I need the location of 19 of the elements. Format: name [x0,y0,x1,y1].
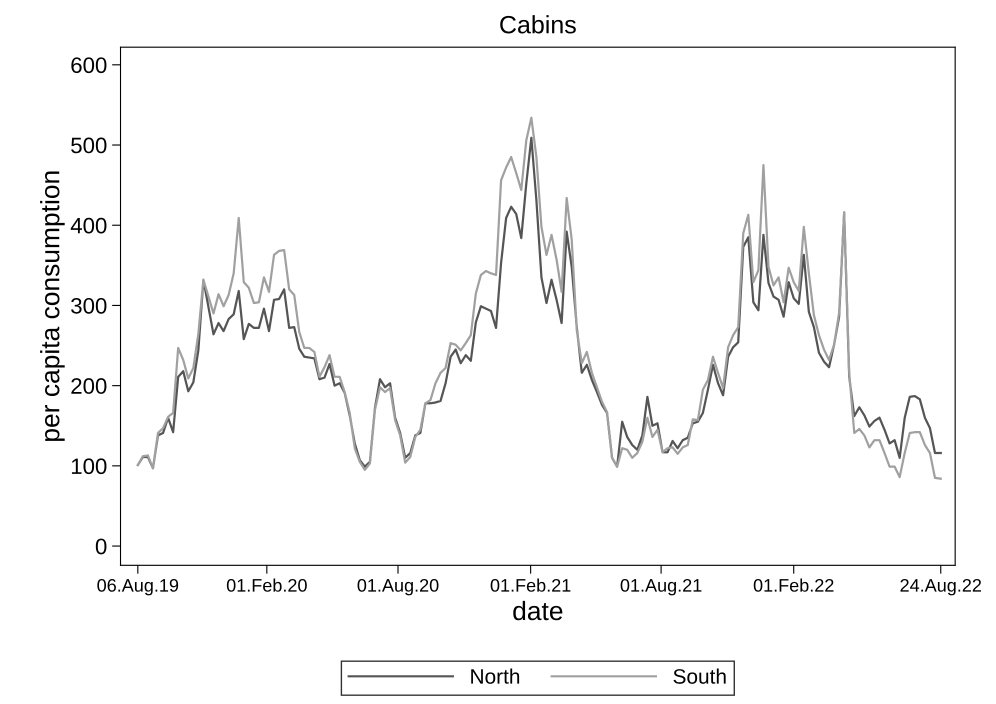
y-tick-label: 0 [96,538,106,554]
y-tick-label: 400 [70,218,106,234]
y-tick-label: 300 [71,298,106,314]
x-axis-title: date [513,600,562,620]
x-tick-label: 24.Aug.22 [900,578,982,596]
x-tick-label: 01.Aug.21 [620,578,702,596]
y-axis-title: per capita consumption [40,172,65,441]
y-tick-label: 500 [71,138,106,154]
legend-label: North [471,668,520,684]
chart-title: Cabins [500,15,576,34]
y-tick-label: 600 [71,57,106,74]
y-tick-label: 100 [72,458,106,474]
legend-label: South [673,668,726,684]
x-tick-label: 01.Feb.22 [754,578,834,592]
y-tick-label: 200 [71,378,106,394]
x-tick-label: 06.Aug.19 [97,578,178,596]
x-tick-label: 01.Feb.20 [226,578,307,592]
x-tick-label: 01.Aug.20 [358,578,438,596]
x-tick-label: 01.Feb.21 [490,578,570,592]
